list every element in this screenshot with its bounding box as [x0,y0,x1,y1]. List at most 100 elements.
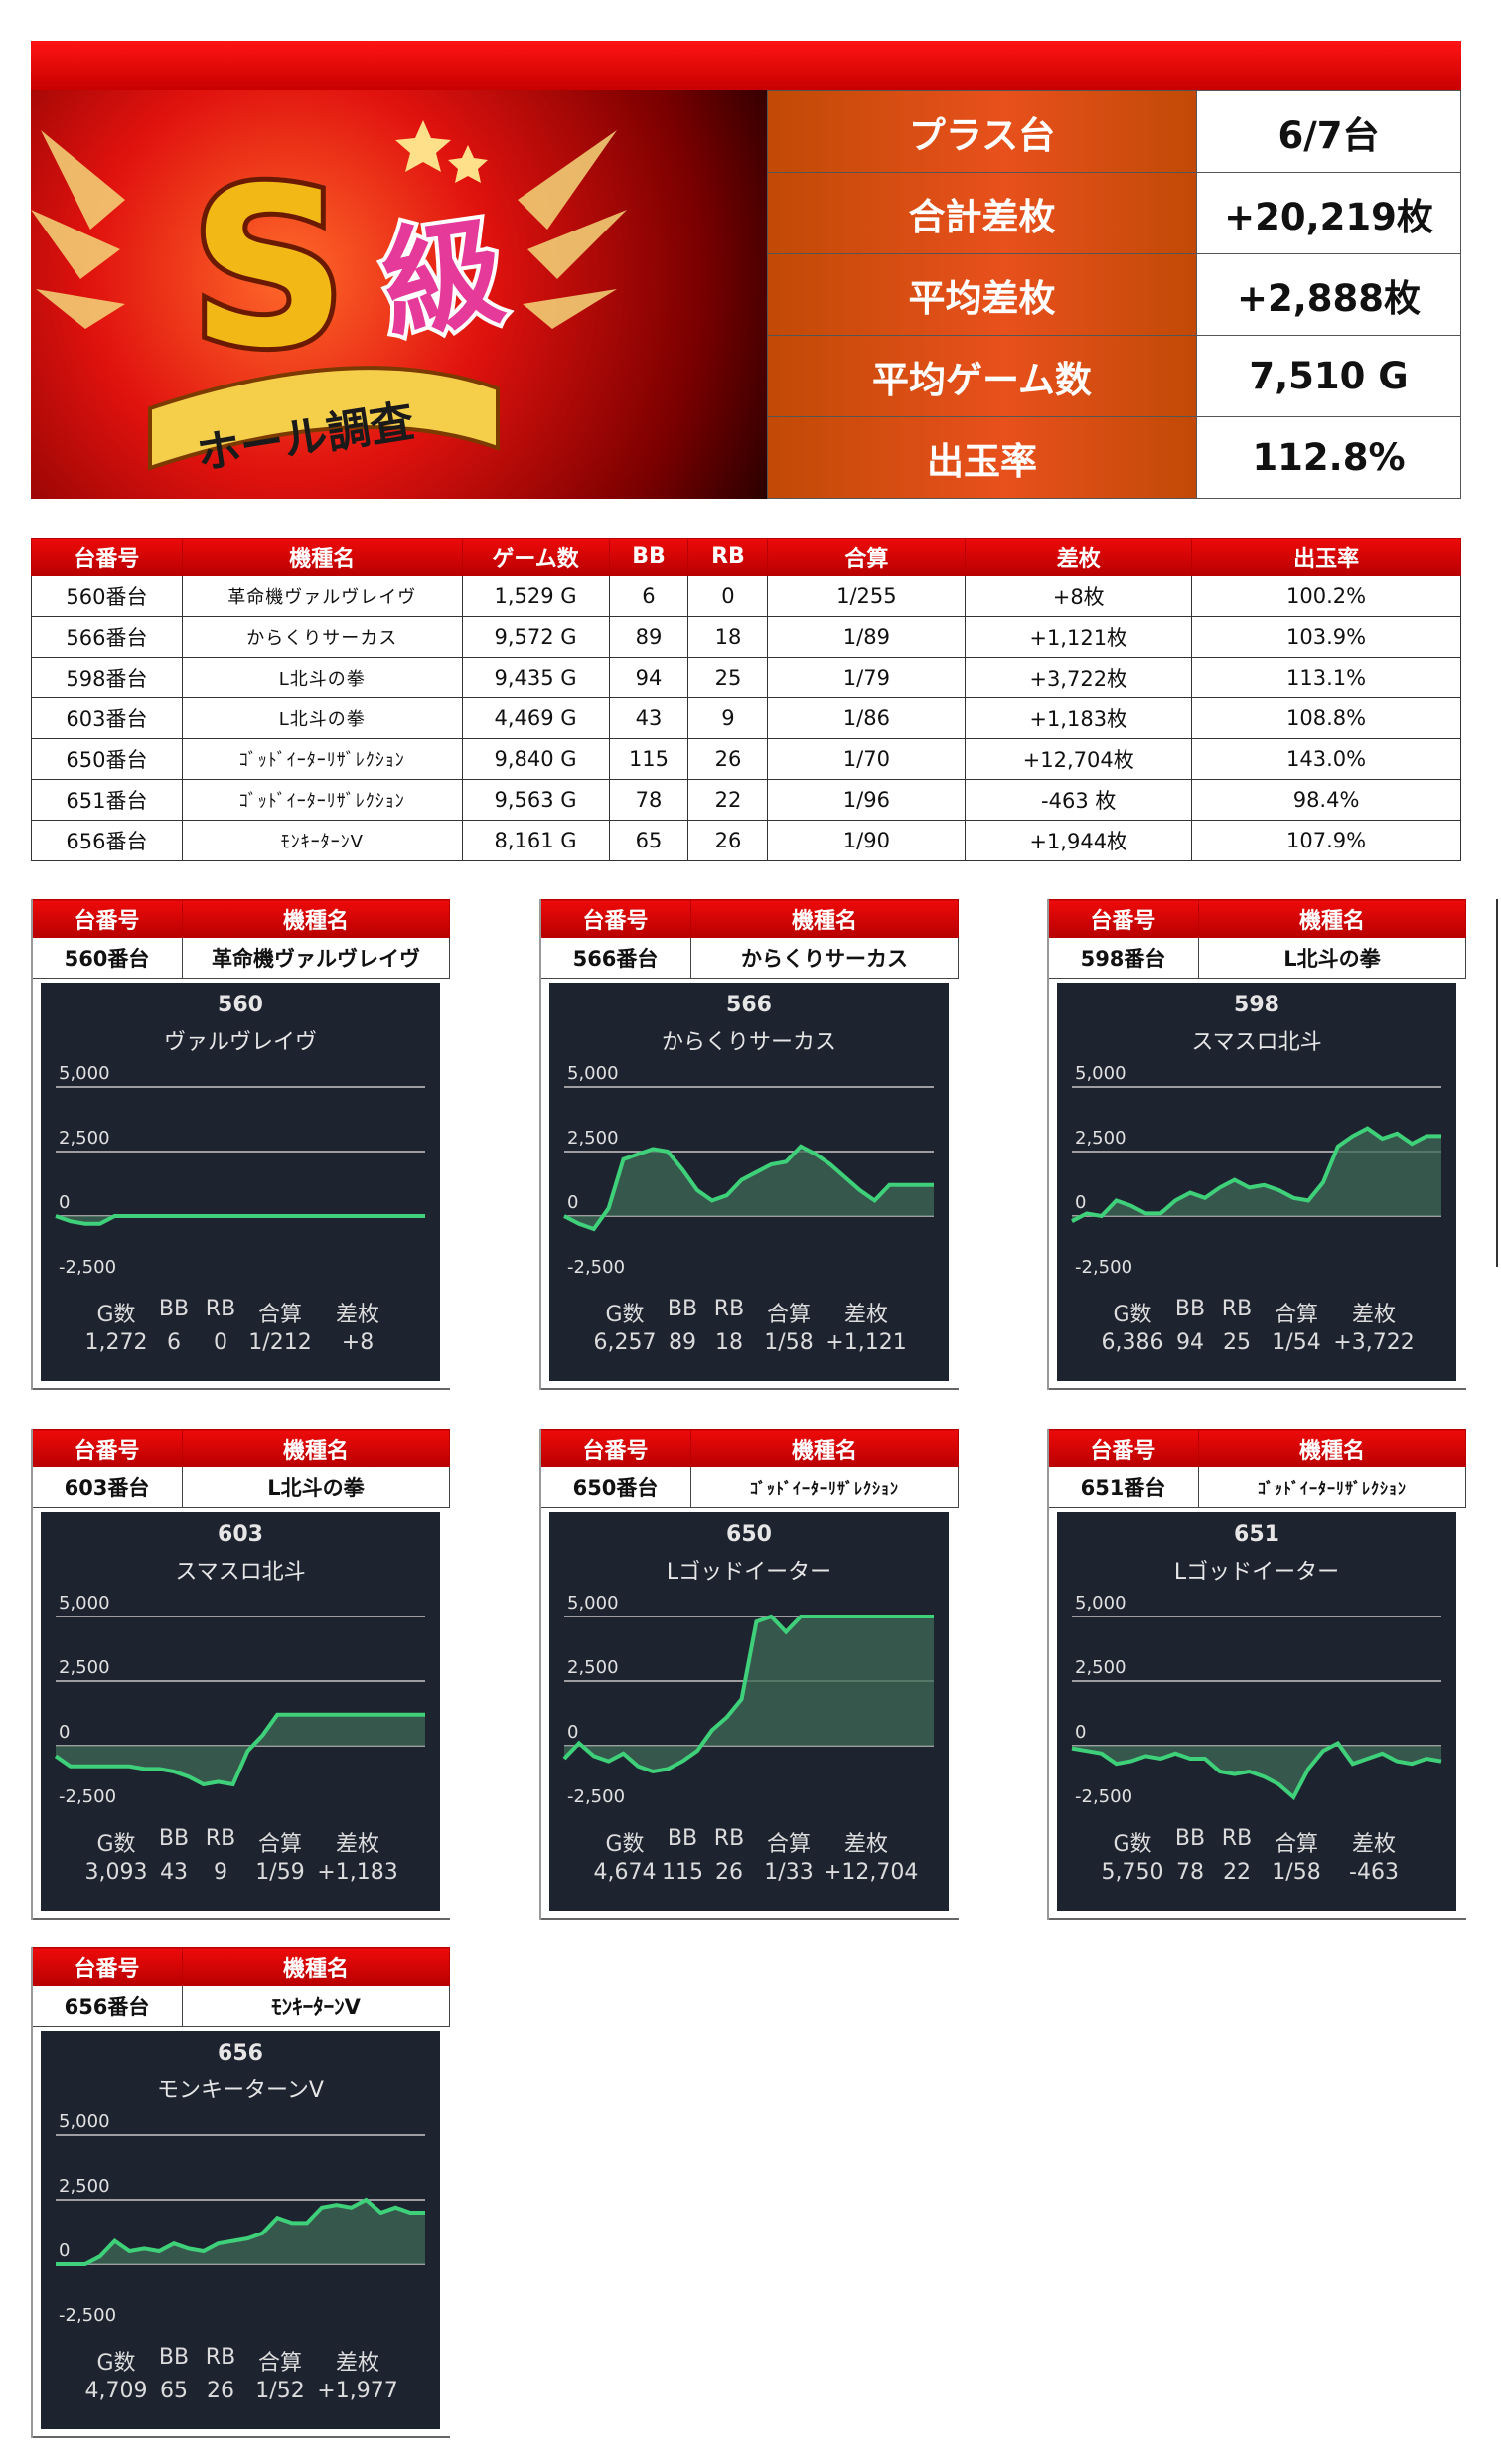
stat-header: 差枚 [335,1303,379,1327]
cell-games: 8,161 G [461,820,610,861]
stat-value: 6 [167,1330,181,1355]
card-col-model: 機種名 [1198,1429,1466,1467]
chart-panel: 651 Lゴッドイーター G数 BB RB 合算 差枚 5,750 78 22 1/58 -46… [1057,1512,1456,1911]
y-tick-label: 5,000 [1075,1593,1126,1614]
y-tick-label: -2,500 [567,1786,625,1807]
stat-value: +1,121 [826,1330,907,1355]
stat-value: 6,386 [1101,1330,1164,1355]
area-chart: 5,000 2,500 0 -2,500 [562,1593,934,1807]
stat-header: RB [205,1826,236,1851]
stat-value: 26 [207,2379,234,2403]
cell-name: ｺﾞｯﾄﾞｲｰﾀｰﾘｻﾞﾚｸｼｮﾝ [181,738,463,780]
table-row: 598番台 L北斗の拳 9,435 G 94 25 1/79 +3,722枚 113.1% [31,657,1461,698]
stat-header: 差枚 [843,1303,888,1327]
y-tick-label: -2,500 [59,1786,116,1807]
card-left-line [1047,1429,1049,1920]
cell-name: L北斗の拳 [181,657,463,698]
area-chart: 5,000 2,500 0 -2,500 [1071,1593,1442,1807]
stat-value: +3,722 [1333,1330,1415,1355]
y-tick-label: 5,000 [59,1593,110,1614]
card-model: ｺﾞｯﾄﾞｲｰﾀｰﾘｻﾞﾚｸｼｮﾝ [690,1466,959,1508]
summary-value: 112.8% [1196,416,1461,499]
stat-header: 合算 [257,1832,302,1857]
stat-value: 1/58 [1272,1860,1321,1885]
card-bottom-line [539,1388,959,1390]
series-line [562,1614,934,1774]
chart-subtitle: Lゴッドイーター [666,1560,832,1585]
series-line [563,1144,934,1232]
stat-value: 65 [160,2379,188,2403]
series-line [1071,1740,1442,1801]
stat-values: 5,750 78 22 1/58 -463 [1057,1860,1456,1885]
card-left-line [539,1429,541,1920]
card-unit: 603番台 [31,1466,183,1508]
y-tick-label: 2,500 [59,2176,110,2197]
stat-header: BB [667,1297,698,1321]
card-model: ｺﾞｯﾄﾞｲｰﾀｰﾘｻﾞﾚｸｼｮﾝ [1198,1466,1466,1508]
cell-samai: +1,121枚 [965,616,1193,658]
y-tick-label: 0 [1075,1192,1086,1213]
chart-subtitle: スマスロ北斗 [1191,1030,1322,1055]
card-col-no: 台番号 [539,1429,691,1467]
stat-value: 18 [715,1330,743,1355]
summary-row: プラス台 6/7台 [767,90,1461,173]
chart-subtitle: モンキーターンV [157,2079,324,2103]
cell-rb: 18 [687,616,769,658]
card-header-table: 台番号 機種名 651番台 ｺﾞｯﾄﾞｲｰﾀｰﾘｻﾞﾚｸｼｮﾝ [1047,1429,1466,1508]
y-tick-label: 5,000 [59,2111,110,2132]
cell-samai: +12,704枚 [965,738,1193,780]
chart-title: 603 [218,1522,263,1547]
stat-value: 1,272 [84,1330,148,1355]
card-bottom-line [31,2436,450,2438]
summary-value: +2,888枚 [1196,253,1461,336]
table-row: 656番台 ﾓﾝｷｰﾀｰﾝV 8,161 G 65 26 1/90 +1,944枚 107.9… [31,820,1461,861]
stat-header: G数 [605,1832,645,1857]
card-left-line [31,1947,33,2438]
cell-no: 566番台 [31,616,183,658]
stat-header: RB [713,1826,745,1851]
cell-games: 9,840 G [461,738,610,780]
cell-games: 1,529 G [461,575,610,617]
stat-values: 1,272 6 0 1/212 +8 [41,1330,440,1355]
stat-value: 26 [715,1860,743,1885]
stat-headers: G数 BB RB 合算 差枚 [41,1826,440,1858]
y-tick-label: 0 [59,2240,70,2261]
stat-value: 4,674 [593,1860,657,1885]
stat-headers: G数 BB RB 合算 差枚 [1057,1297,1456,1328]
card-unit: 656番台 [31,1985,183,2027]
cell-bb: 115 [608,738,689,780]
card-col-no: 台番号 [31,1429,183,1467]
card-left-line [31,899,33,1390]
summary-value: 7,510 G [1196,335,1461,417]
table-row: 603番台 L北斗の拳 4,469 G 43 9 1/86 +1,183枚 108.8% [31,697,1461,739]
chart-title: 650 [726,1522,772,1547]
stat-value: -463 [1349,1860,1399,1885]
card-col-no: 台番号 [1047,1429,1199,1467]
cell-gassan: 1/86 [767,697,967,739]
stat-header: 合算 [1274,1832,1318,1857]
chart-panel: 650 Lゴッドイーター G数 BB RB 合算 差枚 4,674 115 26 1/33 +1… [549,1512,949,1911]
stat-header: 合算 [766,1303,811,1327]
chart-title: 566 [726,993,772,1017]
stat-header: BB [667,1826,698,1851]
card-left-line [539,899,541,1390]
cell-no: 603番台 [31,697,183,739]
card-model: からくりサーカス [690,937,959,979]
stat-header: 差枚 [843,1832,888,1857]
y-tick-label: 2,500 [59,1657,110,1678]
y-tick-label: -2,500 [1075,1257,1132,1278]
card-unit: 598番台 [1047,937,1199,979]
stat-header: G数 [96,1832,136,1857]
cell-gassan: 1/255 [767,575,967,617]
card-col-model: 機種名 [1198,899,1466,938]
summary-value: 6/7台 [1196,90,1461,173]
chart-card: 台番号 機種名 650番台 ｺﾞｯﾄﾞｲｰﾀｰﾘｻﾞﾚｸｼｮﾝ 650 Lゴッド… [539,1429,959,1925]
stat-header: 差枚 [1351,1303,1396,1327]
card-header-table: 台番号 機種名 650番台 ｺﾞｯﾄﾞｲｰﾀｰﾘｻﾞﾚｸｼｮﾝ [539,1429,959,1508]
chart-subtitle: スマスロ北斗 [175,1560,306,1585]
summary-label: 平均ゲーム数 [767,335,1197,417]
y-tick-label: 5,000 [567,1063,619,1084]
card-unit: 560番台 [31,937,183,979]
stat-header: RB [205,1297,236,1321]
chart-card: 台番号 機種名 651番台 ｺﾞｯﾄﾞｲｰﾀｰﾘｻﾞﾚｸｼｮﾝ 651 Lゴッド… [1047,1429,1466,1925]
